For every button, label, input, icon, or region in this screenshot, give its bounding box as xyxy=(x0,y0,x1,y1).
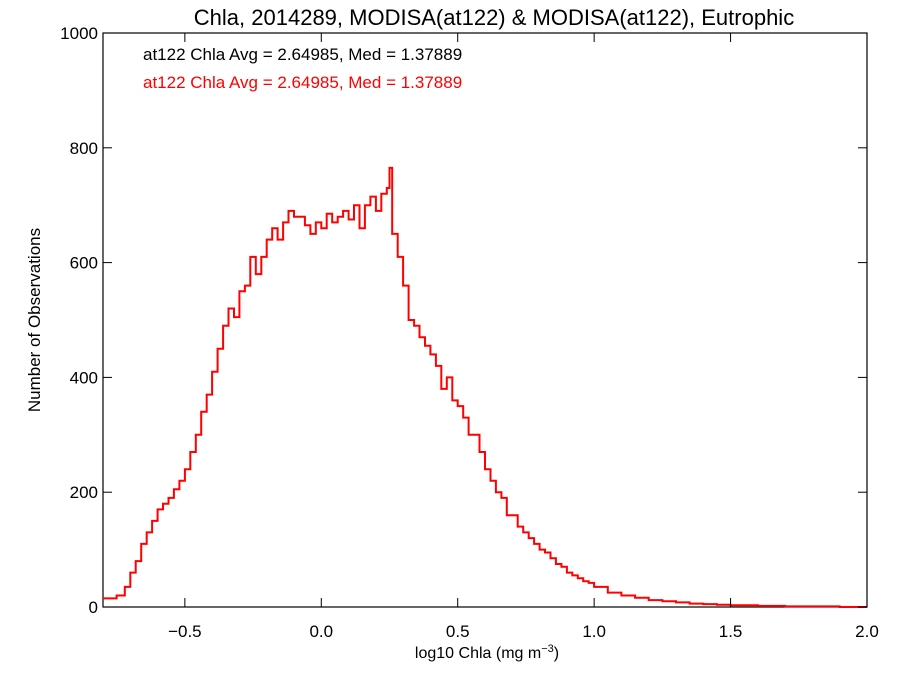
x-axis-label-main: log10 Chla (mg m xyxy=(415,645,541,662)
x-axis-label: log10 Chla (mg m−3) xyxy=(415,643,559,662)
x-tick-label: 0.0 xyxy=(309,622,333,641)
x-tick-label: 2.0 xyxy=(855,622,879,641)
x-tick-label: 1.0 xyxy=(582,622,606,641)
x-tick-label: 0.5 xyxy=(446,622,470,641)
y-tick-label: 600 xyxy=(70,254,98,273)
plot-frame xyxy=(102,32,868,608)
x-axis: −0.5 0.0 0.5 1.0 1.5 2.0 xyxy=(168,33,879,641)
y-axis: 0 200 400 600 800 1000 xyxy=(60,24,867,617)
x-tick-label: −0.5 xyxy=(168,622,202,641)
chart-title: Chla, 2014289, MODISA(at122) & MODISA(at… xyxy=(194,5,794,30)
x-axis-label-end: ) xyxy=(554,645,559,662)
y-tick-label: 1000 xyxy=(60,24,98,43)
plot-area xyxy=(102,32,868,608)
y-tick-label: 0 xyxy=(89,598,98,617)
y-tick-label: 200 xyxy=(70,483,98,502)
stats-annotation: at122 Chla Avg = 2.64985, Med = 1.37889 xyxy=(143,45,462,64)
histogram-series-line xyxy=(103,166,867,608)
x-tick-label: 1.5 xyxy=(719,622,743,641)
annotation-group: at122 Chla Avg = 2.64985, Med = 1.37889 a… xyxy=(143,45,462,92)
stats-annotation: at122 Chla Avg = 2.64985, Med = 1.37889 xyxy=(143,73,462,92)
y-axis-label: Number of Observations xyxy=(25,228,44,412)
y-tick-label: 800 xyxy=(70,139,98,158)
x-axis-label-superscript: −3 xyxy=(541,643,554,655)
y-tick-label: 400 xyxy=(70,368,98,387)
